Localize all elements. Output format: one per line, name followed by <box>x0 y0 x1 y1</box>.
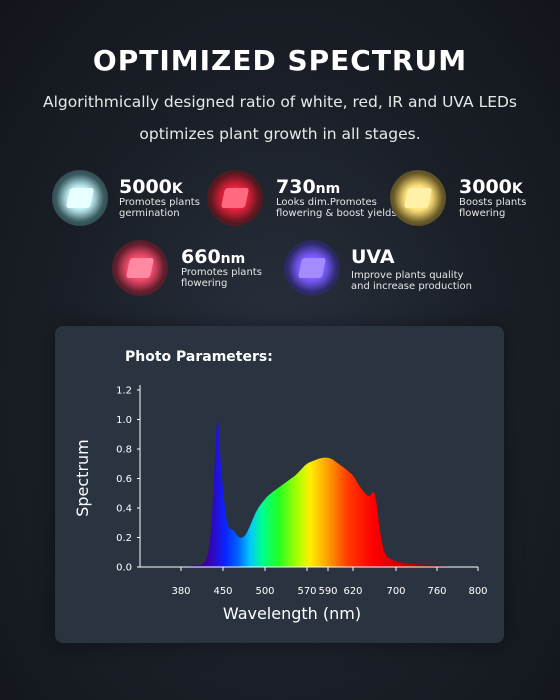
led-730nm-value: 730nm <box>276 176 341 198</box>
y-tick-label: 0.6 <box>116 474 132 485</box>
led-660nm-value: 660nm <box>181 246 246 268</box>
plot-area: 0.0 0.2 0.4 0.6 0.8 1.0 1.2 380 450 500 570 590 620 7… <box>73 385 488 623</box>
x-tick-label: 590 <box>318 586 337 597</box>
x-tick-label: 450 <box>213 586 232 597</box>
page-title: OPTIMIZED SPECTRUM <box>92 44 468 77</box>
x-tick-label: 700 <box>386 586 405 597</box>
led-uva-desc: Improve plants quality and increase produ… <box>351 270 473 292</box>
page-subtitle: Algorithmically designed ratio of white,… <box>20 86 540 150</box>
led-uva-chip-icon <box>284 240 340 296</box>
chart-panel <box>55 326 504 643</box>
subtitle-line-2: optimizes plant growth in all stages. <box>139 125 421 143</box>
spectrum-area <box>181 419 458 567</box>
x-tick-label: 760 <box>427 586 446 597</box>
led-3000k-desc: Boosts plants flowering <box>459 197 527 219</box>
x-axis-label: Wavelength (nm) <box>223 604 361 623</box>
x-tick-label: 500 <box>255 586 274 597</box>
y-tick-label: 0.8 <box>116 445 132 456</box>
led-uva-value: UVA <box>351 246 395 268</box>
y-axis-label: Spectrum <box>73 439 92 517</box>
led-660nm-chip-icon <box>112 240 168 296</box>
led-730nm-chip-icon <box>207 170 263 226</box>
subtitle-line-1: Algorithmically designed ratio of white,… <box>42 93 518 111</box>
y-tick-label: 0.0 <box>116 563 132 574</box>
led-3000k-chip-icon <box>390 170 446 226</box>
x-tick-label: 570 <box>297 586 316 597</box>
led-5000k-desc: Promotes plants germination <box>119 197 200 219</box>
y-tick-label: 0.2 <box>116 533 132 544</box>
led-5000k-chip-icon <box>52 170 108 226</box>
y-tick-label: 1.2 <box>116 386 132 397</box>
chart-panel-title: Photo Parameters: <box>125 349 273 365</box>
x-tick-label: 620 <box>343 586 362 597</box>
y-tick-label: 1.0 <box>116 415 132 426</box>
led-660nm-desc: Promotes plants flowering <box>181 267 262 289</box>
y-tick-label: 0.4 <box>116 504 132 515</box>
x-tick-label: 800 <box>468 586 487 597</box>
x-tick-label: 380 <box>171 586 190 597</box>
led-3000k-value: 3000K <box>459 176 523 198</box>
led-5000k-value: 5000K <box>119 176 183 198</box>
led-730nm-desc: Looks dim.Promotes flowering & boost yiel… <box>276 197 397 219</box>
